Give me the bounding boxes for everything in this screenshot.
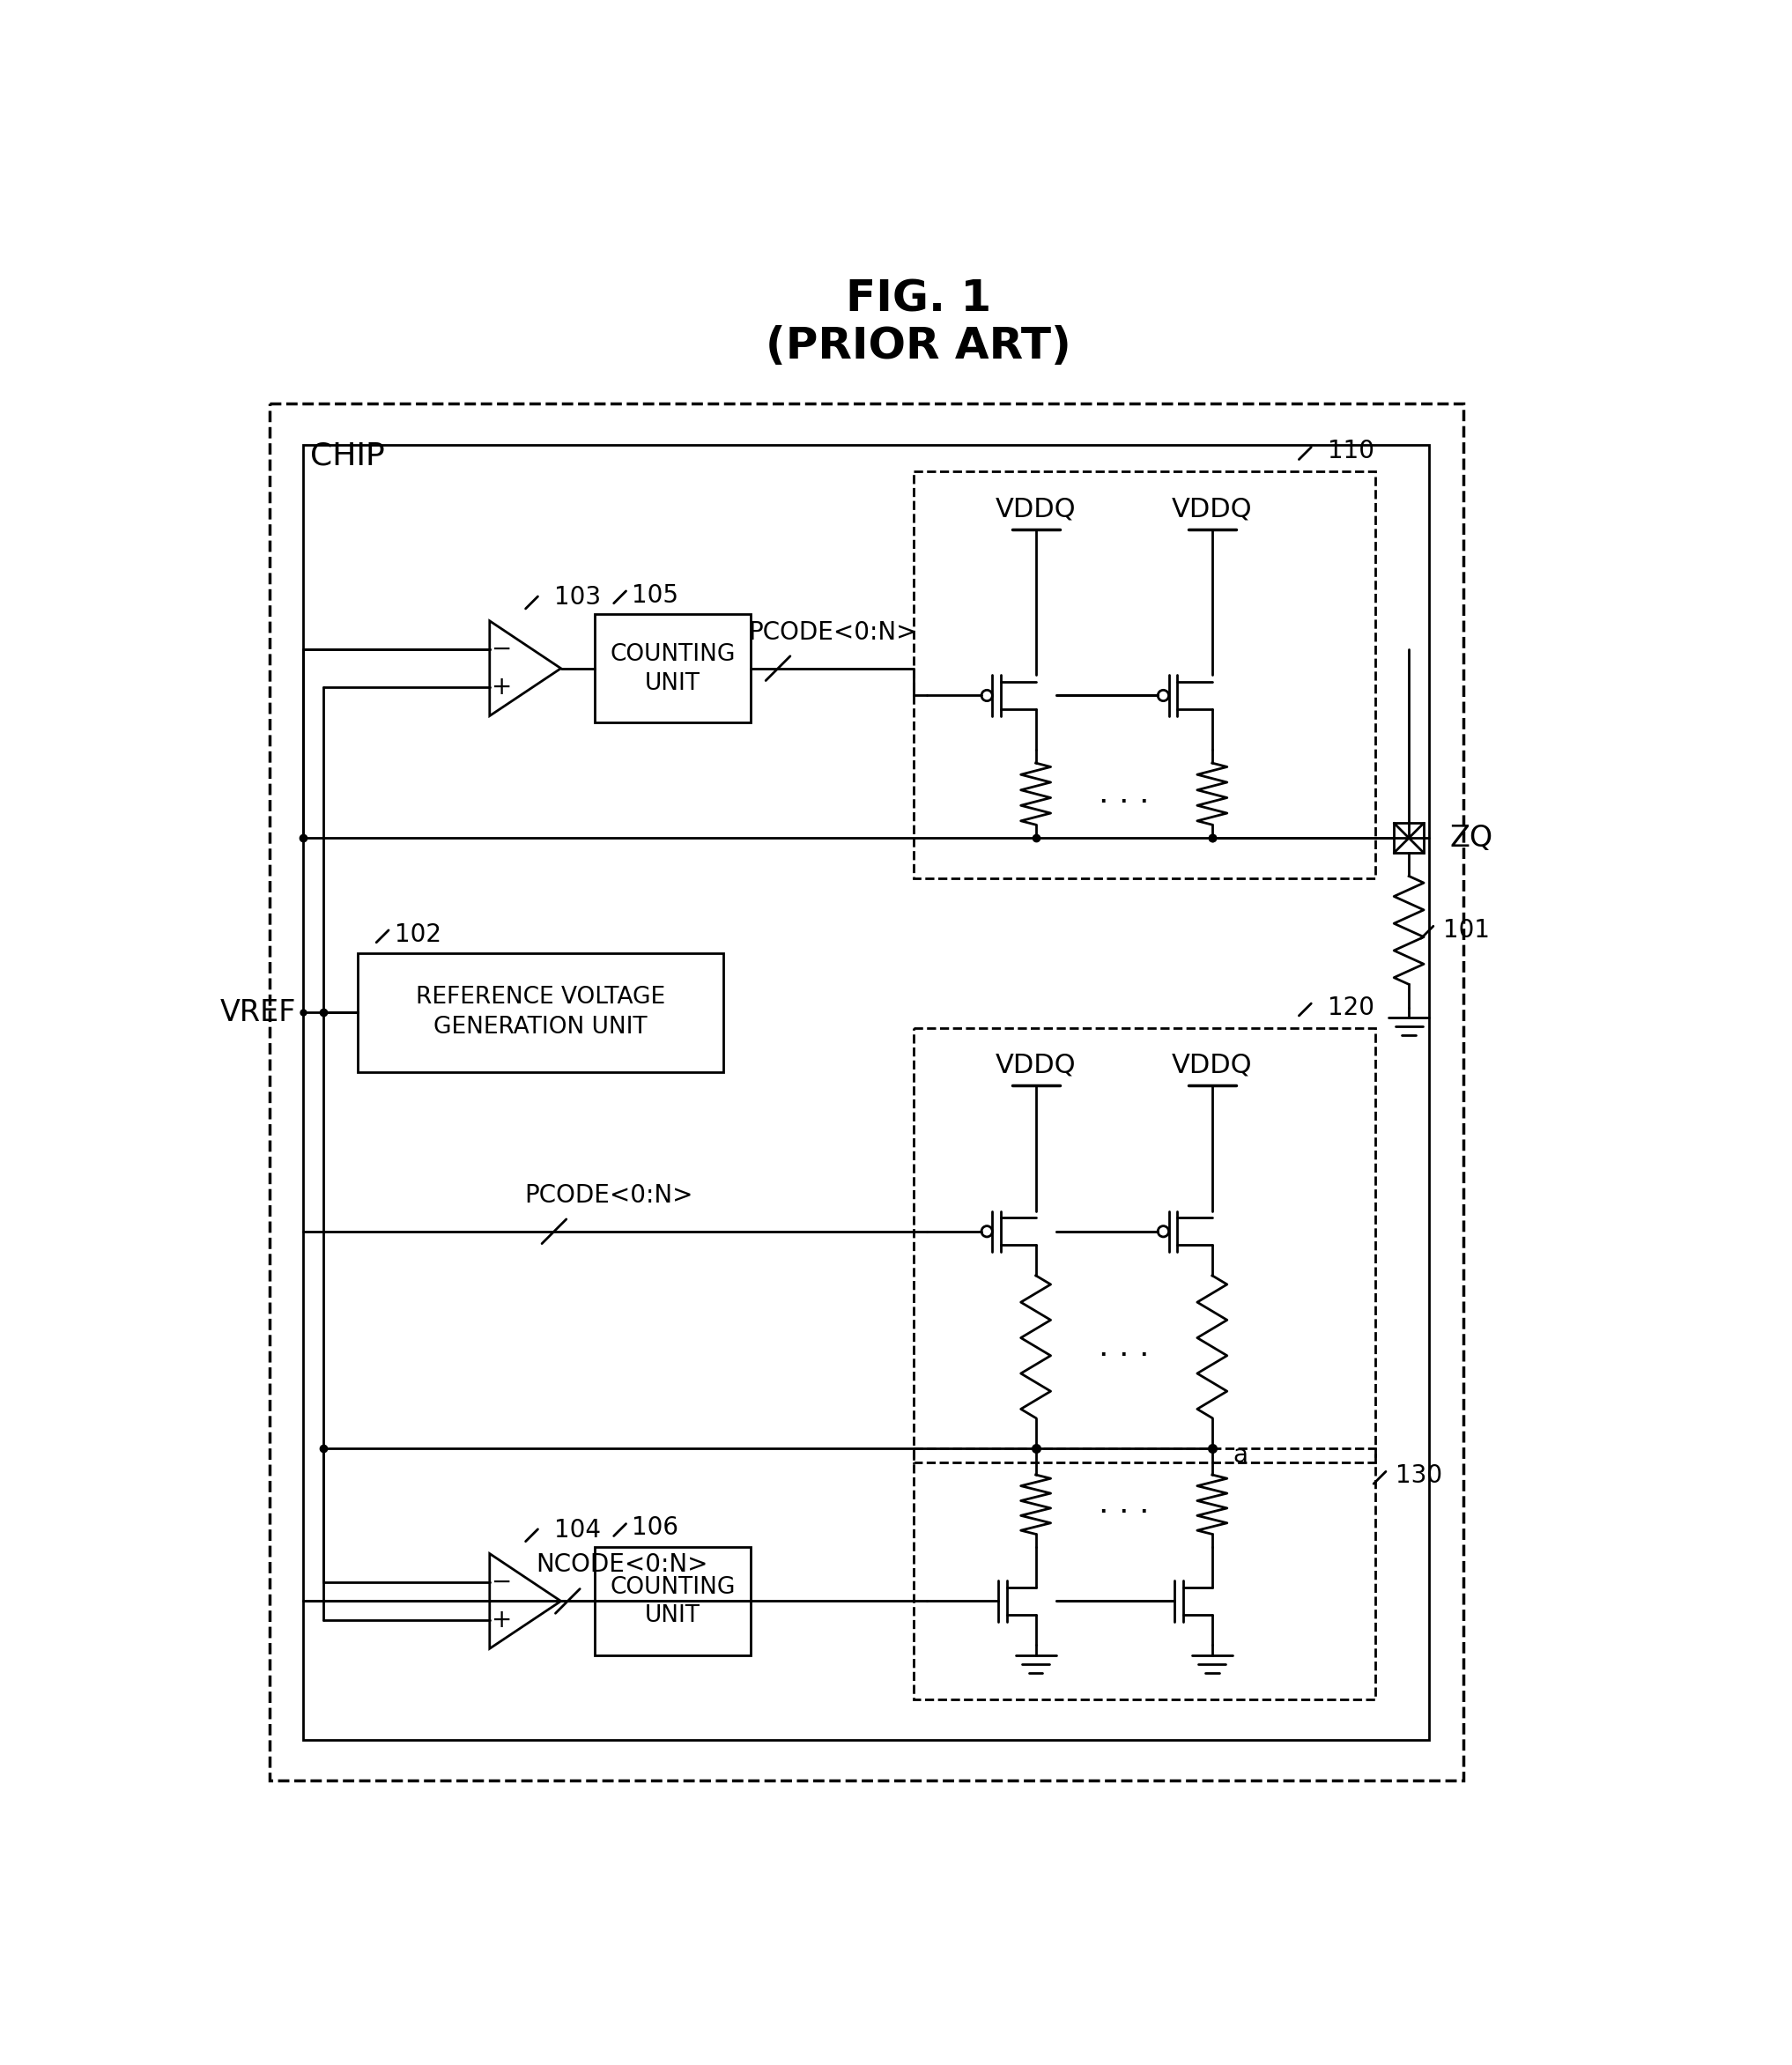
Bar <box>303 444 1430 1741</box>
Text: ZQ: ZQ <box>1450 824 1493 853</box>
Text: 102: 102 <box>394 921 441 946</box>
Text: COUNTING: COUNTING <box>609 644 735 667</box>
Bar <box>595 613 751 723</box>
Text: REFERENCE VOLTAGE: REFERENCE VOLTAGE <box>416 985 665 1010</box>
Text: −: − <box>491 1569 513 1594</box>
Text: FIG. 1: FIG. 1 <box>846 277 991 320</box>
Text: (PRIOR ART): (PRIOR ART) <box>765 324 1072 368</box>
Text: −: − <box>491 636 513 661</box>
Bar <box>1394 824 1425 853</box>
Text: VDDQ: VDDQ <box>995 496 1077 522</box>
Text: 110: 110 <box>1328 440 1374 465</box>
Bar <box>269 405 1462 1780</box>
Text: VDDQ: VDDQ <box>1172 496 1253 522</box>
Text: 101: 101 <box>1443 917 1489 942</box>
Text: PCODE<0:N>: PCODE<0:N> <box>747 620 916 644</box>
Text: CHIP: CHIP <box>310 442 385 471</box>
Bar <box>914 471 1374 880</box>
Text: VDDQ: VDDQ <box>1172 1053 1253 1078</box>
Text: 105: 105 <box>633 582 679 607</box>
Text: +: + <box>491 675 513 700</box>
Text: NCODE<0:N>: NCODE<0:N> <box>536 1553 708 1578</box>
Text: UNIT: UNIT <box>645 671 701 694</box>
Text: . . .: . . . <box>1098 1332 1149 1361</box>
Bar <box>357 954 724 1072</box>
Text: PCODE<0:N>: PCODE<0:N> <box>523 1183 694 1208</box>
Text: . . .: . . . <box>1098 779 1149 809</box>
Text: COUNTING: COUNTING <box>609 1576 735 1598</box>
Text: 130: 130 <box>1396 1464 1443 1489</box>
Bar <box>914 1448 1374 1699</box>
Text: UNIT: UNIT <box>645 1605 701 1627</box>
Text: 120: 120 <box>1328 995 1374 1020</box>
Text: 103: 103 <box>554 584 600 609</box>
Bar <box>595 1547 751 1656</box>
Text: VREF: VREF <box>220 997 296 1026</box>
Bar <box>914 1028 1374 1462</box>
Text: 106: 106 <box>633 1516 679 1540</box>
Text: 104: 104 <box>554 1518 600 1543</box>
Text: GENERATION UNIT: GENERATION UNIT <box>434 1016 647 1039</box>
Text: . . .: . . . <box>1098 1489 1149 1520</box>
Text: +: + <box>491 1609 513 1633</box>
Text: VDDQ: VDDQ <box>995 1053 1077 1078</box>
Text: a: a <box>1233 1443 1247 1468</box>
